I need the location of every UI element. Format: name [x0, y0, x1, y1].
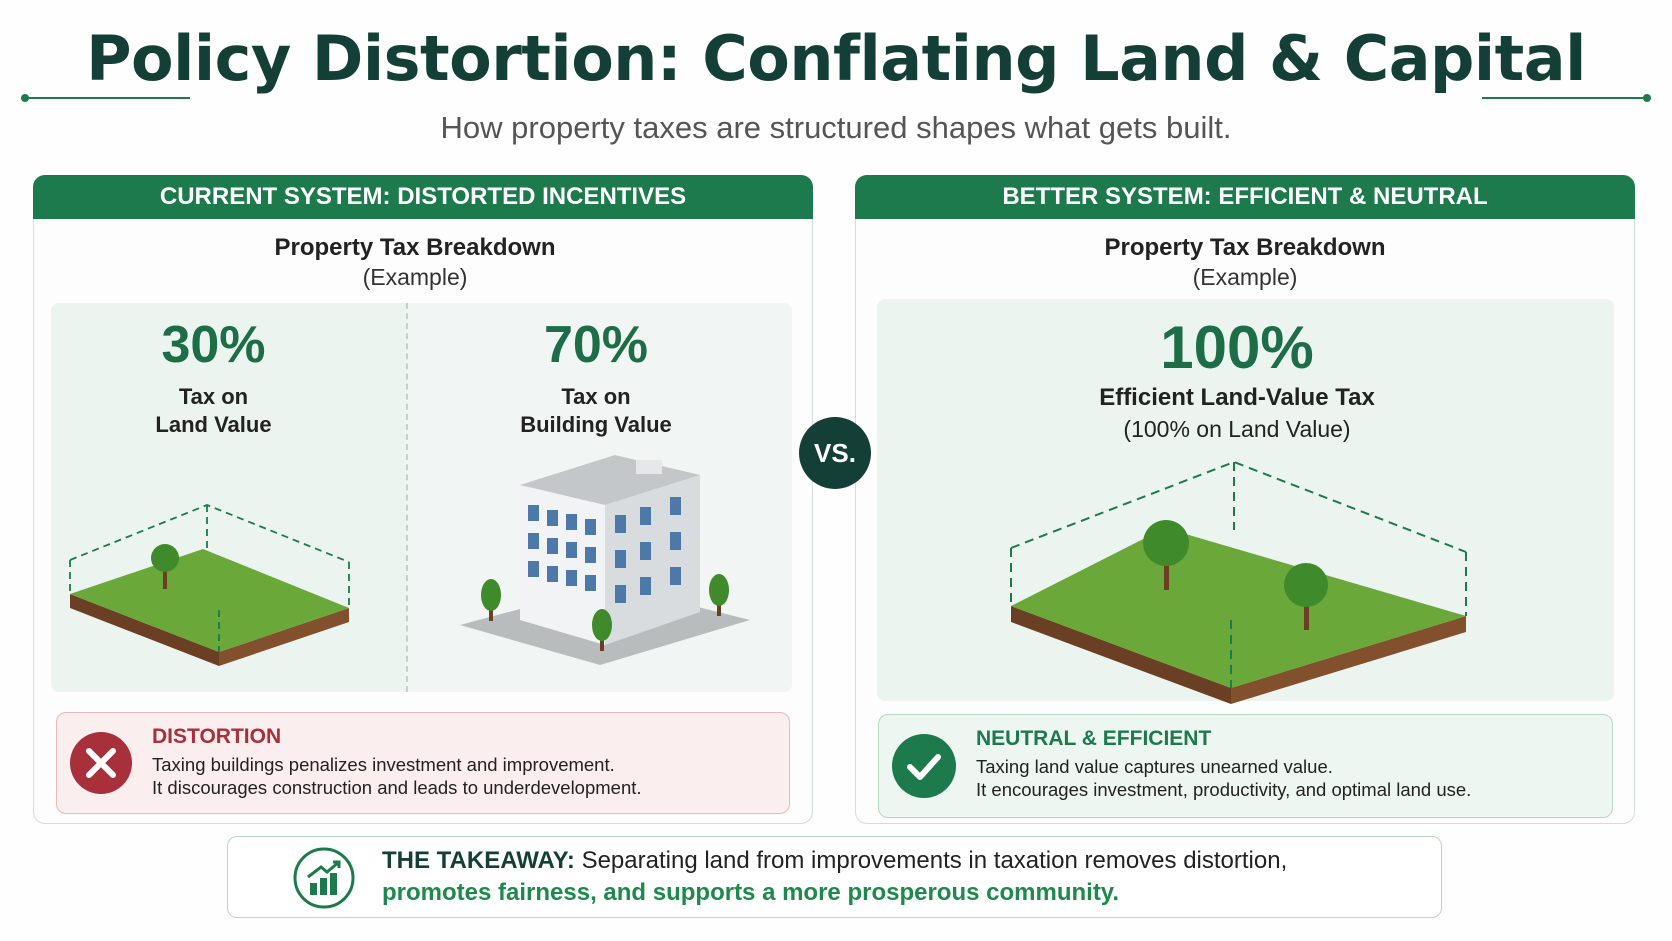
check-icon [892, 734, 956, 798]
note-title: DISTORTION [152, 725, 282, 748]
note-line: Taxing buildings penalizes investment an… [152, 754, 615, 775]
land-label: Tax on Land Value [51, 383, 376, 439]
takeaway-box: THE TAKEAWAY: Separating land from impro… [227, 836, 1442, 918]
vs-badge: VS. [799, 417, 871, 489]
takeaway-text: Separating land from improvements in tax… [581, 847, 1288, 874]
chart-title: Property Tax Breakdown [1104, 234, 1386, 261]
land-percent: 100% [1160, 314, 1314, 381]
label-line: Tax on [561, 384, 631, 409]
chart-subtitle: (Example) [1192, 264, 1298, 290]
growth-icon [293, 847, 355, 909]
current-panel: CURRENT SYSTEM: DISTORTED INCENTIVES Pro… [33, 175, 813, 824]
note-line: It discourages construction and leads to… [152, 777, 642, 798]
title-rules [21, 94, 1651, 102]
divider [406, 303, 408, 692]
note-title: NEUTRAL & EFFICIENT [976, 727, 1212, 750]
distortion-note: DISTORTION Taxing buildings penalizes in… [56, 712, 790, 814]
subtitle: How property taxes are structured shapes… [440, 110, 1232, 145]
takeaway-label: THE TAKEAWAY: [382, 847, 575, 874]
building-percent: 70% [543, 316, 649, 374]
takeaway-text: promotes fairness, and supports a more p… [382, 879, 1120, 906]
label-line: Land Value [155, 412, 272, 437]
panel-heading: BETTER SYSTEM: EFFICIENT & NEUTRAL [855, 175, 1635, 219]
land-percent: 30% [161, 316, 266, 374]
note-line: It encourages investment, productivity, … [976, 779, 1472, 800]
label-line: Building Value [520, 412, 672, 437]
panel-heading: CURRENT SYSTEM: DISTORTED INCENTIVES [33, 175, 813, 219]
chart-title: Property Tax Breakdown [274, 234, 556, 261]
x-icon [70, 732, 132, 794]
tax-label: Efficient Land-Value Tax [1099, 384, 1375, 411]
neutral-note: NEUTRAL & EFFICIENT Taxing land value ca… [878, 714, 1613, 818]
takeaway-line: THE TAKEAWAY: Separating land from impro… [382, 847, 1287, 875]
chart-subtitle: (Example) [362, 264, 468, 290]
note-text: Taxing buildings penalizes investment an… [152, 753, 642, 799]
building-label: Tax on Building Value [431, 383, 761, 439]
breakdown-area: 30% Tax on Land Value 70% Tax on Building … [51, 303, 792, 692]
title: Policy Distortion: Conflating Land & Cap… [86, 22, 1586, 95]
note-line: Taxing land value captures unearned valu… [976, 756, 1333, 777]
tax-sublabel: (100% on Land Value) [1123, 416, 1351, 442]
note-text: Taxing land value captures unearned valu… [976, 755, 1471, 801]
better-panel: BETTER SYSTEM: EFFICIENT & NEUTRAL Prope… [855, 175, 1635, 824]
label-line: Tax on [178, 384, 249, 409]
breakdown-area: 100% Efficient Land-Value Tax (100% on L… [877, 299, 1614, 701]
